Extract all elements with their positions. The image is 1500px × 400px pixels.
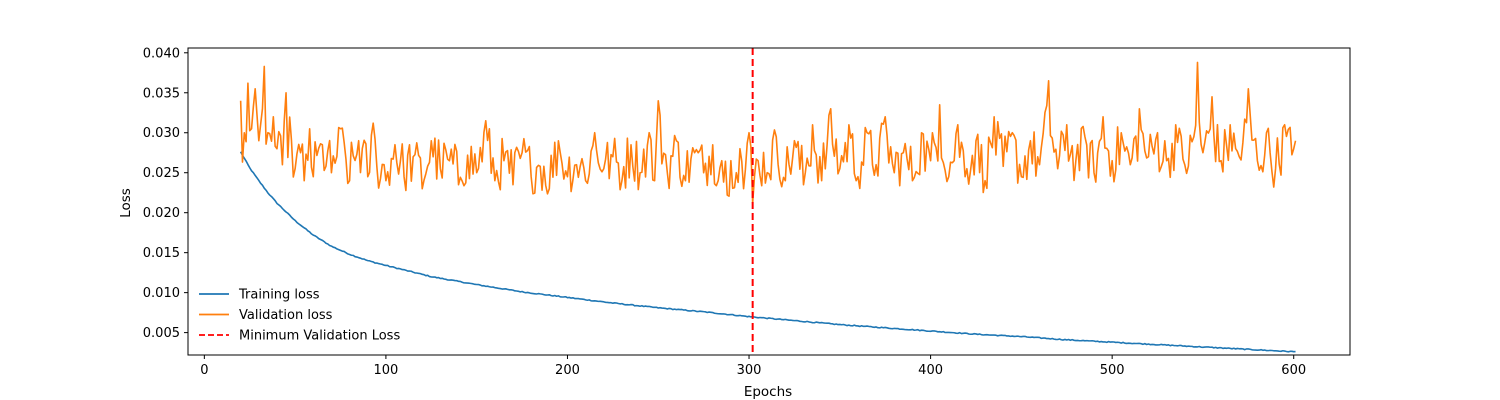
x-tick-label: 200 <box>555 363 580 378</box>
x-tick-label: 400 <box>918 363 943 378</box>
x-tick-label: 300 <box>737 363 762 378</box>
x-tick-label: 600 <box>1281 363 1306 378</box>
legend-entry-label: Minimum Validation Loss <box>239 329 400 344</box>
y-tick-label: 0.020 <box>143 206 180 221</box>
x-tick-label: 500 <box>1100 363 1125 378</box>
y-tick-label: 0.040 <box>143 46 180 61</box>
y-tick-label: 0.030 <box>143 126 180 141</box>
x-tick-label: 0 <box>200 363 208 378</box>
plot-area <box>239 48 1297 355</box>
legend-entry-label: Validation loss <box>239 308 333 323</box>
y-tick-label: 0.010 <box>143 286 180 301</box>
y-tick-label: 0.035 <box>143 86 180 101</box>
validation-loss-line <box>239 61 1297 204</box>
x-tick-label: 100 <box>373 363 398 378</box>
plot-frame <box>187 47 1351 356</box>
y-tick-label: 0.025 <box>143 166 180 181</box>
y-tick-label: 0.015 <box>143 246 180 261</box>
legend-entry-label: Training loss <box>238 288 320 303</box>
axes: 0 100 200 300 400 500 600 0.005 0.010 0.015 0.020 0… <box>143 46 1351 378</box>
training-loss-line <box>239 151 1296 353</box>
x-axis-label: Epochs <box>744 384 792 400</box>
legend: Training loss Validation loss Minimum Vali… <box>199 288 400 344</box>
y-axis-label: Loss <box>118 188 134 218</box>
y-tick-label: 0.005 <box>143 326 180 341</box>
